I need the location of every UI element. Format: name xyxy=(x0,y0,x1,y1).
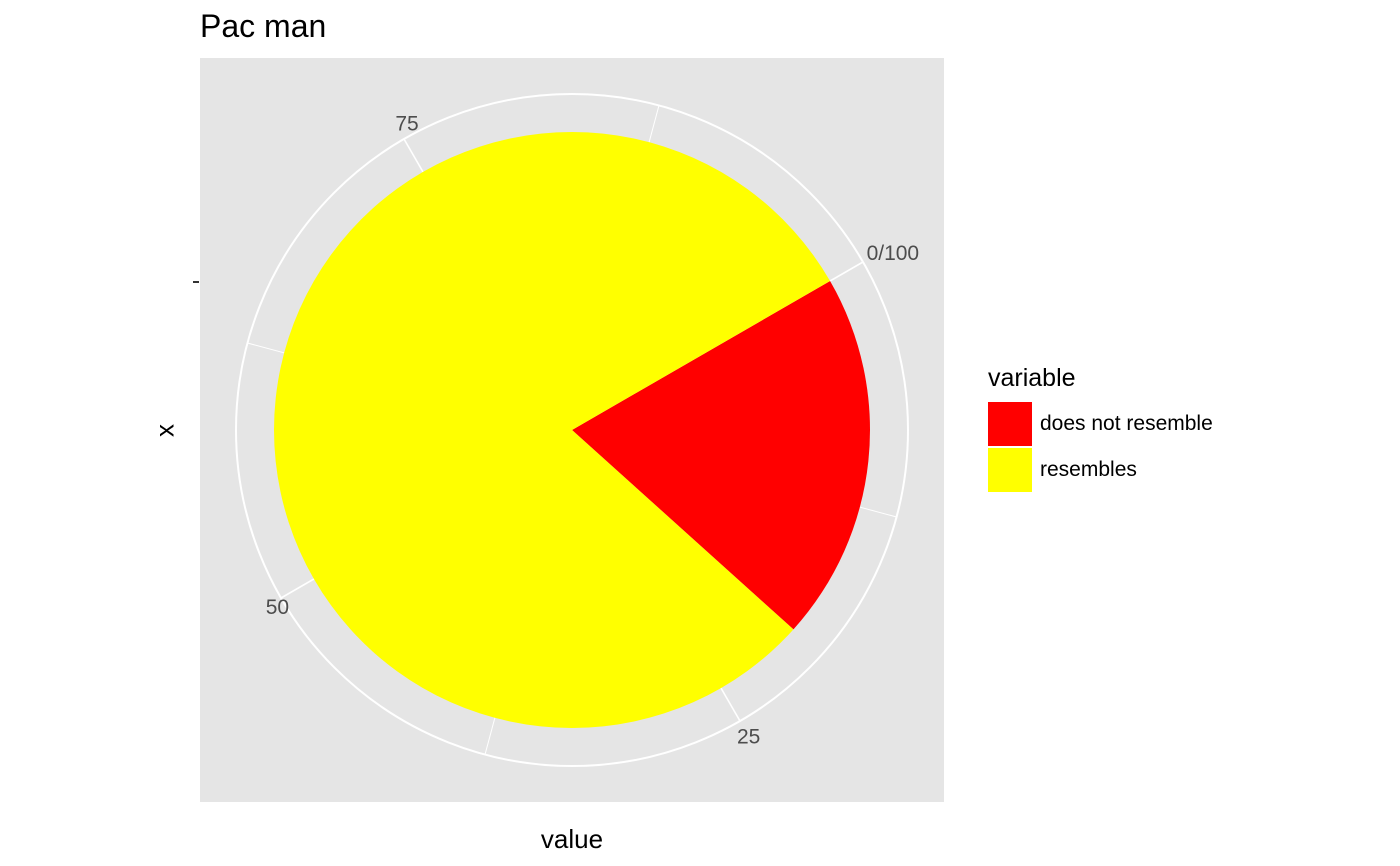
pie-slice-does-not-resemble xyxy=(572,281,870,630)
theta-tick-label: 50 xyxy=(266,596,289,619)
x-axis-label: value xyxy=(540,824,604,854)
theta-tick-label: 0/100 xyxy=(867,242,920,265)
legend-item-does-not-resemble: does not resemble xyxy=(988,401,1213,447)
legend-item-resembles: resembles xyxy=(988,447,1213,493)
pie-slice-resembles xyxy=(273,132,831,729)
legend-key-resembles xyxy=(988,448,1032,492)
theta-tick-label: 75 xyxy=(395,112,418,135)
legend-key-does-not-resemble xyxy=(988,402,1032,446)
legend-label-resembles: resembles xyxy=(1040,458,1137,481)
y-axis-label: x xyxy=(149,424,180,437)
legend-label-does-not-resemble: does not resemble xyxy=(1040,412,1213,435)
legend-title: variable xyxy=(988,364,1076,392)
grid-outer-circle xyxy=(235,93,909,767)
theta-tick-label: 25 xyxy=(737,726,760,749)
legend: variable does not resemble resembles xyxy=(988,364,1213,493)
chart-title: Pac man xyxy=(200,8,327,44)
